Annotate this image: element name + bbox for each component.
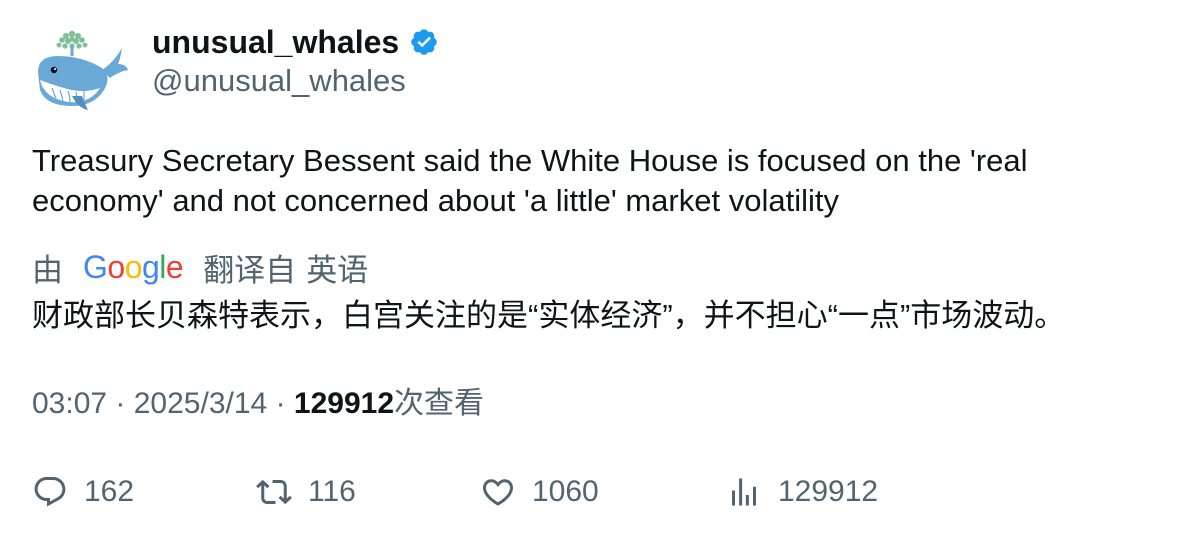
translated-by-prefix: 由 [32,252,63,288]
retweet-button[interactable]: 116 [256,470,356,514]
reply-count: 162 [84,475,135,508]
tweet-text: Treasury Secretary Bessent said the Whit… [32,143,1028,218]
google-logo: Google [83,248,184,285]
source-language: 英语 [306,252,369,288]
tweet-meta: 03:07 · 2025/3/14 · 129912次查看 [32,384,484,424]
views-action-count: 129912 [778,475,879,508]
like-icon [482,479,514,506]
retweet-icon [256,479,292,505]
views-button[interactable]: 129912 [726,470,878,514]
like-button[interactable]: 1060 [480,470,599,514]
reply-icon [34,477,66,507]
author-name-row: unusual_whales [152,22,439,62]
like-count: 1060 [532,475,599,508]
translation-text: 财政部长贝森特表示，白宫关注的是“实体经济”，并不担心“一点”市场波动。 [32,298,1066,333]
views-icon [732,478,756,506]
whale-avatar-icon [38,30,128,110]
reply-button[interactable]: 162 [32,470,134,514]
avatar[interactable] [32,26,128,112]
retweet-count: 116 [308,475,356,508]
action-bar: 162 116 1060 129912 [32,470,1152,514]
meta-separator: · [275,387,294,420]
views-count: 129912 [293,387,394,420]
tweet-time[interactable]: 03:07 [32,387,108,420]
views-label: 次查看 [394,387,484,420]
translated-from-label: 翻译自 [203,252,297,288]
meta-separator: · [115,387,134,420]
author-display-name[interactable]: unusual_whales [152,24,400,60]
verified-badge-icon[interactable] [409,27,439,57]
tweet-date[interactable]: 2025/3/14 [133,387,268,420]
translation-attribution: 由 Google 翻译自 英语 [32,246,368,288]
author-handle[interactable]: @unusual_whales [152,63,406,98]
